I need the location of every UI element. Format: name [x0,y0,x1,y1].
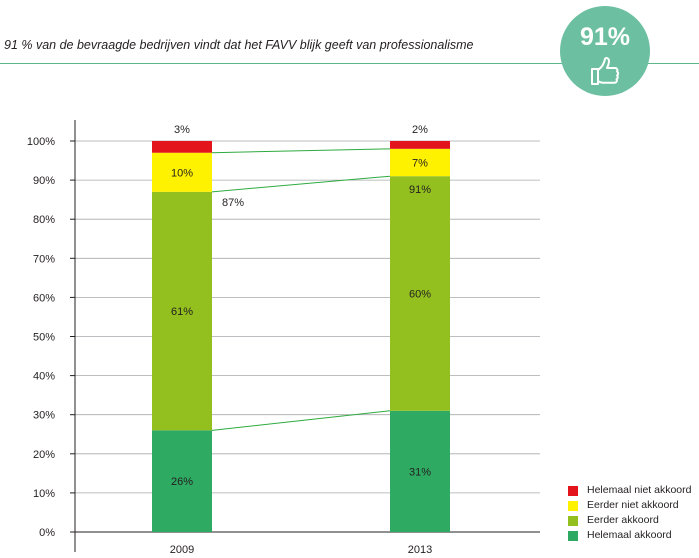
legend-label: Helemaal akkoord [587,529,672,541]
y-tick-label: 40% [33,371,55,383]
data-label: 7% [412,158,428,170]
thumbs-up-icon [591,56,620,85]
bar-segment [152,152,212,192]
y-tick-label: 10% [33,488,55,500]
x-tick-label: 2013 [408,544,432,556]
legend-label: Eerder niet akkoord [587,499,679,511]
bar-segment [390,148,450,177]
y-tick-label: 50% [33,332,55,344]
cumulative-label: 87% [222,197,244,209]
bar-segment [152,141,212,153]
y-tick-label: 60% [33,292,55,304]
bar-segment [152,430,212,532]
data-label: 61% [171,306,193,318]
data-label: 2% [412,124,428,136]
y-tick-label: 90% [33,175,55,187]
percentage-badge: 91% [560,6,650,96]
legend-swatch [568,516,578,526]
bar-segment [390,141,450,149]
y-tick-label: 70% [33,253,55,265]
connector-line [211,175,391,193]
bar-segment [390,410,450,532]
y-tick-label: 30% [33,410,55,422]
bar-segment [152,191,212,431]
y-tick-label: 100% [27,136,55,148]
data-label: 10% [171,167,193,179]
cumulative-label: 91% [409,184,431,196]
header-divider [0,63,699,64]
connector-line [211,148,391,154]
badge-value: 91% [579,23,631,51]
legend-label: Eerder akkoord [587,514,659,526]
data-label: 60% [409,288,431,300]
y-tick-label: 80% [33,214,55,226]
data-label: 26% [171,476,193,488]
legend-swatch [568,501,578,511]
connector-line [211,410,391,431]
data-label: 31% [409,466,431,478]
y-tick-label: 20% [33,449,55,461]
data-label: 3% [174,124,190,136]
x-tick-label: 2009 [170,544,194,556]
bar-segment [390,176,450,411]
y-tick-label: 0% [39,527,55,539]
legend-swatch [568,486,578,496]
chart-title: 91 % van de bevraagde bedrijven vindt da… [4,38,474,52]
legend-label: Helemaal niet akkoord [587,484,692,496]
legend-swatch [568,531,578,541]
